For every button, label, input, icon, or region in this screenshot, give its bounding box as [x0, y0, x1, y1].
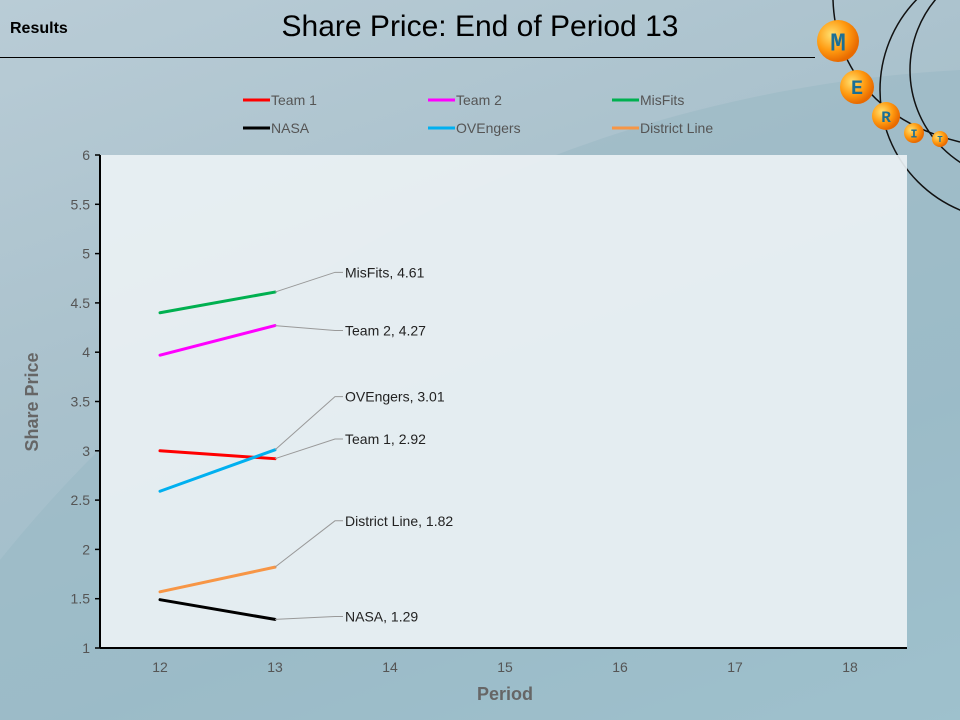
- x-tick-label: 17: [727, 659, 743, 675]
- data-label-leader: [274, 396, 343, 451]
- y-tick-label: 6: [82, 147, 90, 163]
- data-label-leader: [274, 438, 343, 460]
- logo-letter: M: [830, 28, 846, 58]
- plot-area: [100, 155, 907, 648]
- series-line-ovengers: [158, 448, 277, 493]
- x-tick-label: 13: [267, 659, 283, 675]
- legend-entry: MisFits: [640, 92, 684, 108]
- logo-letter: R: [881, 109, 891, 127]
- legend-entry: Team 1: [271, 92, 317, 108]
- data-label-leader: [274, 520, 343, 568]
- data-label: District Line, 1.82: [345, 513, 453, 529]
- logo-ball: [817, 20, 859, 62]
- x-tick-label: 18: [842, 659, 858, 675]
- page-title: Share Price: End of Period 13: [281, 10, 679, 43]
- legend-entry: District Line: [640, 120, 713, 136]
- section-label: Results: [10, 20, 68, 37]
- x-tick-label: 14: [382, 659, 398, 675]
- data-label: Team 2, 4.27: [345, 323, 426, 339]
- y-tick-label: 4: [82, 344, 90, 360]
- series-line-misfits: [158, 290, 277, 315]
- legend-entry: NASA: [271, 120, 310, 136]
- data-label: OVEngers, 3.01: [345, 389, 445, 405]
- y-tick-label: 5: [82, 246, 90, 262]
- header-divider: [0, 57, 815, 58]
- y-tick-label: 5.5: [71, 196, 91, 212]
- x-tick-label: 12: [152, 659, 168, 675]
- x-tick-label: 16: [612, 659, 628, 675]
- logo-letter: I: [910, 127, 917, 141]
- series-line-team-2: [158, 324, 277, 357]
- x-axis-title: Period: [477, 684, 533, 704]
- data-label: NASA, 1.29: [345, 608, 418, 624]
- x-tick-label: 15: [497, 659, 513, 675]
- logo-ball: [840, 70, 874, 104]
- y-tick-label: 2: [82, 541, 90, 557]
- y-tick-label: 3.5: [71, 394, 91, 410]
- y-tick-label: 1.5: [71, 591, 91, 607]
- logo-letter: E: [851, 78, 863, 101]
- logo-ball: [872, 102, 900, 130]
- data-label: MisFits, 4.61: [345, 264, 425, 280]
- logo-letter: T: [937, 135, 943, 145]
- y-tick-label: 4.5: [71, 295, 91, 311]
- data-label-leader: [274, 271, 343, 293]
- legend-entry: Team 2: [456, 92, 502, 108]
- merit-logo: MER I T: [817, 20, 948, 147]
- legend-entry: OVEngers: [456, 120, 521, 136]
- logo-ball: [904, 123, 924, 143]
- logo-ball: [932, 131, 948, 147]
- y-tick-label: 3: [82, 443, 90, 459]
- data-label-leader: [274, 325, 343, 332]
- series-line-nasa: [158, 598, 277, 621]
- y-tick-label: 2.5: [71, 492, 91, 508]
- data-label: Team 1, 2.92: [345, 431, 426, 447]
- y-tick-label: 1: [82, 640, 90, 656]
- series-line-district-line: [158, 565, 277, 594]
- data-label-leader: [274, 615, 343, 620]
- y-axis-title: Share Price: [22, 352, 42, 451]
